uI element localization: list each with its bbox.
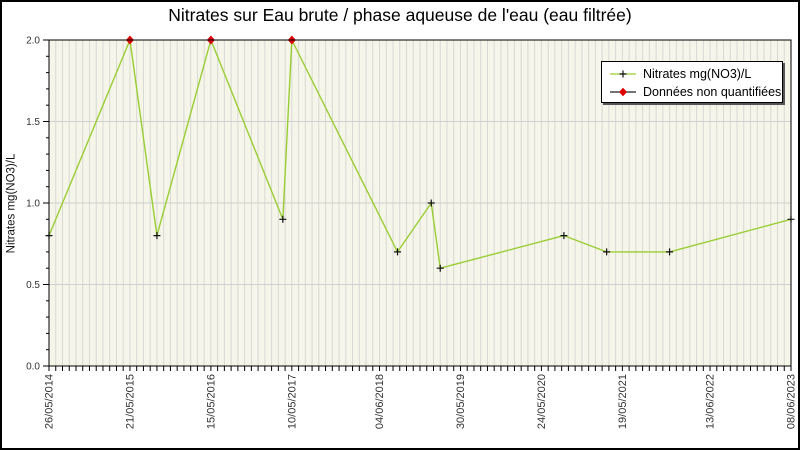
data-point-marker xyxy=(279,215,287,223)
data-point-marker xyxy=(436,264,444,272)
chart-title: Nitrates sur Eau brute / phase aqueuse d… xyxy=(168,5,632,25)
x-tick-label: 13/06/2022 xyxy=(705,374,717,429)
x-tick-label: 21/05/2015 xyxy=(124,374,136,429)
x-tick-label: 10/05/2017 xyxy=(286,374,298,429)
x-tick-label: 30/05/2019 xyxy=(455,374,467,429)
data-point-marker xyxy=(427,199,435,207)
x-tick-label: 15/05/2016 xyxy=(205,374,217,429)
diamond-glyph xyxy=(619,87,627,97)
legend-box: Nitrates mg(NO3)/L Données non quantifié… xyxy=(601,61,783,103)
legend-item-label: Nitrates mg(NO3)/L xyxy=(643,67,752,81)
data-point-marker xyxy=(603,248,611,256)
y-tick-label: 0.5 xyxy=(26,280,40,291)
plot-border xyxy=(48,39,792,367)
data-point-marker xyxy=(560,232,568,240)
x-tick-label: 19/05/2021 xyxy=(617,374,629,429)
plus-glyph xyxy=(619,70,627,78)
legend-item-nitrates: Nitrates mg(NO3)/L xyxy=(608,65,782,83)
data-point-marker xyxy=(666,248,674,256)
y-tick-label: 1.0 xyxy=(26,199,40,210)
x-tick-label: 26/05/2014 xyxy=(44,374,56,429)
plus-marker-icon xyxy=(610,70,636,78)
y-tick-label: 2.0 xyxy=(26,36,40,47)
x-tick-label: 08/06/2023 xyxy=(786,374,798,429)
data-point-marker xyxy=(394,248,402,256)
x-tick-label: 24/05/2020 xyxy=(536,374,548,429)
legend-item-label: Données non quantifiées xyxy=(643,85,782,99)
legend-item-non-quantifiees: Données non quantifiées xyxy=(608,83,782,101)
y-tick-label: 0.0 xyxy=(26,362,40,373)
y-tick-label: 1.5 xyxy=(26,117,40,128)
data-point-marker xyxy=(153,232,161,240)
x-tick-label: 04/06/2018 xyxy=(374,374,386,429)
diamond-marker-icon xyxy=(610,87,636,97)
